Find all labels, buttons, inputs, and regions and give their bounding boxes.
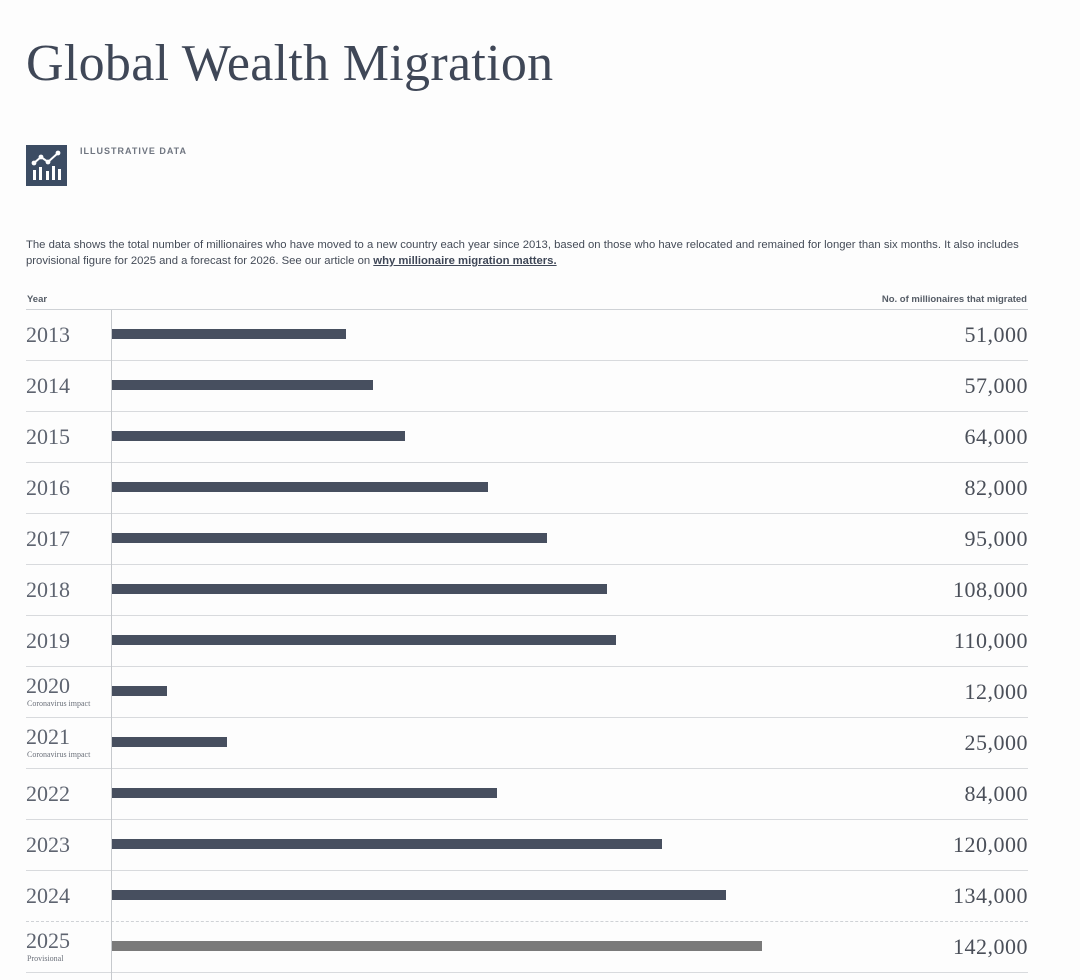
- year-label: 2023: [26, 832, 70, 857]
- chart-row: 2021 Coronavirus impact 25,000: [26, 718, 1028, 769]
- value-label: 64,000: [964, 424, 1028, 449]
- value-label: 120,000: [953, 832, 1028, 857]
- value-label: 82,000: [964, 475, 1028, 500]
- article-link[interactable]: why millionaire migration matters.: [373, 255, 557, 267]
- year-label: 2022: [26, 781, 70, 806]
- chart-icon: [26, 145, 67, 186]
- year-label: 2018: [26, 577, 70, 602]
- bar: [112, 380, 373, 390]
- value-label: 110,000: [953, 628, 1028, 653]
- bar: [112, 533, 547, 543]
- value-label: 95,000: [964, 526, 1028, 551]
- badge-label: ILLUSTRATIVE DATA: [80, 146, 187, 156]
- value-label: 12,000: [964, 679, 1028, 704]
- chart-row: 2016 82,000: [26, 463, 1028, 514]
- chart-row: 2019 110,000: [26, 616, 1028, 667]
- chart-row: 2024 134,000: [26, 871, 1028, 922]
- year-label: 2017: [26, 526, 70, 551]
- chart-axis-line: [111, 310, 112, 980]
- year-label: 2014: [26, 373, 70, 398]
- value-label: 142,000: [953, 934, 1028, 959]
- bar: [112, 584, 607, 594]
- value-label: 134,000: [953, 883, 1028, 908]
- value-label: 84,000: [964, 781, 1028, 806]
- year-label: 2021: [26, 724, 70, 749]
- year-note: Coronavirus impact: [27, 699, 91, 708]
- bar: [112, 737, 227, 747]
- value-label: 51,000: [964, 322, 1028, 347]
- description-line-2: provisional figure for 2025 and a foreca…: [26, 255, 374, 267]
- year-label: 2019: [26, 628, 70, 653]
- value-label: 57,000: [964, 373, 1028, 398]
- bar: [112, 329, 346, 339]
- value-label: 25,000: [964, 730, 1028, 755]
- year-label: 2025: [26, 928, 70, 953]
- chart-row: 2015 64,000: [26, 412, 1028, 463]
- bar: [112, 788, 497, 798]
- bar: [112, 686, 167, 696]
- bar: [112, 431, 405, 441]
- chart-row: 2020 Coronavirus impact 12,000: [26, 667, 1028, 718]
- year-label: 2020: [26, 673, 70, 698]
- year-note: Provisional: [27, 954, 64, 963]
- bar: [112, 635, 616, 645]
- chart-row: 2013 51,000: [26, 310, 1028, 361]
- value-label: 108,000: [953, 577, 1028, 602]
- chart-row: 2014 57,000: [26, 361, 1028, 412]
- bar: [112, 839, 662, 849]
- description: The data shows the total number of milli…: [26, 237, 1080, 269]
- year-label: 2016: [26, 475, 70, 500]
- description-line-1: The data shows the total number of milli…: [26, 239, 1019, 251]
- chart-row: 2022 84,000: [26, 769, 1028, 820]
- chart-row: 2025 Provisional 142,000: [26, 922, 1028, 973]
- chart-row: 2023 120,000: [26, 820, 1028, 871]
- header-divider: [26, 309, 1028, 310]
- count-column-header: No. of millionaires that migrated: [881, 294, 1027, 305]
- page-title: Global Wealth Migration: [26, 35, 554, 92]
- bar: [112, 941, 762, 951]
- year-label: 2013: [26, 322, 70, 347]
- bar: [112, 890, 726, 900]
- year-column-header: Year: [27, 294, 48, 305]
- bar: [112, 482, 488, 492]
- year-label: 2015: [26, 424, 70, 449]
- chart-row: 2018 108,000: [26, 565, 1028, 616]
- chart-row: 2017 95,000: [26, 514, 1028, 565]
- year-note: Coronavirus impact: [27, 750, 91, 759]
- year-label: 2024: [26, 883, 70, 908]
